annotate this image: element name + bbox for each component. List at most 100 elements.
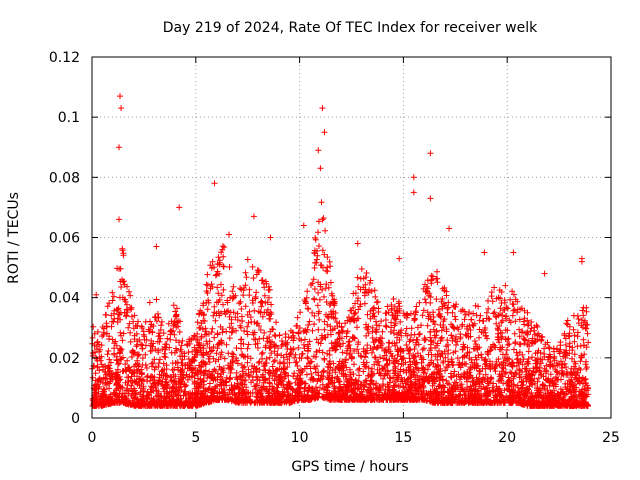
data-point	[433, 296, 440, 303]
data-point	[426, 361, 433, 368]
data-point	[204, 290, 211, 296]
data-point	[234, 310, 241, 317]
data-point	[451, 313, 458, 320]
data-point	[268, 350, 275, 357]
data-point	[240, 292, 247, 299]
data-point	[347, 371, 354, 378]
data-point	[527, 328, 534, 335]
data-point	[185, 349, 192, 356]
data-point	[510, 301, 517, 308]
data-point	[212, 317, 219, 324]
data-point	[536, 364, 543, 371]
data-point	[304, 288, 311, 295]
data-point	[486, 316, 493, 323]
data-point	[229, 295, 236, 302]
data-point	[339, 349, 346, 356]
data-point	[574, 343, 581, 350]
data-point	[292, 359, 299, 366]
data-point	[306, 338, 313, 345]
data-point	[127, 338, 134, 345]
data-point	[502, 362, 509, 369]
data-point	[321, 293, 327, 300]
data-point	[237, 340, 244, 347]
data-point	[438, 335, 444, 342]
data-point	[194, 319, 201, 326]
data-point	[373, 299, 380, 306]
data-point	[258, 298, 265, 305]
data-point	[234, 375, 241, 382]
data-point	[211, 334, 218, 341]
data-point	[244, 359, 251, 366]
data-point	[299, 350, 306, 357]
data-point	[356, 372, 362, 379]
data-point	[133, 343, 140, 350]
data-point	[153, 296, 160, 303]
data-point	[308, 370, 315, 377]
data-point	[374, 298, 381, 305]
data-point	[395, 300, 402, 307]
data-point	[360, 345, 367, 352]
data-point	[354, 274, 361, 281]
data-point	[424, 322, 431, 329]
data-point	[119, 337, 126, 344]
data-point	[453, 342, 459, 348]
data-point	[428, 272, 435, 279]
data-point	[104, 351, 111, 358]
data-point	[310, 276, 317, 283]
data-point	[316, 316, 323, 323]
data-point	[408, 310, 414, 317]
data-point	[314, 378, 321, 385]
data-point	[505, 335, 512, 342]
data-point	[462, 311, 469, 318]
data-point	[424, 366, 431, 373]
data-point	[271, 348, 278, 355]
data-point	[226, 335, 233, 342]
data-point	[214, 330, 221, 337]
data-point	[266, 294, 272, 301]
data-point	[203, 281, 210, 288]
data-point	[580, 312, 587, 319]
data-point	[158, 318, 165, 325]
data-point	[216, 363, 223, 370]
data-point	[460, 343, 467, 350]
data-point	[503, 347, 510, 353]
data-point	[311, 265, 318, 271]
data-point	[325, 284, 332, 291]
data-point	[485, 305, 492, 312]
data-point	[470, 310, 477, 317]
data-point	[238, 306, 245, 312]
data-point	[431, 321, 438, 328]
data-point	[139, 362, 146, 368]
data-point	[240, 364, 247, 371]
data-point	[403, 342, 410, 348]
data-point	[161, 353, 168, 360]
data-point	[90, 323, 97, 330]
data-point	[478, 351, 485, 358]
data-point	[89, 374, 96, 381]
data-point	[512, 318, 519, 325]
data-point	[230, 283, 237, 290]
data-point	[214, 345, 221, 352]
data-point	[221, 244, 228, 251]
data-point	[217, 323, 224, 330]
data-point	[151, 374, 158, 381]
data-point	[459, 321, 466, 328]
data-point	[234, 317, 241, 323]
data-point	[128, 373, 135, 380]
data-point	[204, 306, 211, 313]
data-point	[315, 289, 322, 296]
data-point	[226, 264, 233, 270]
data-point	[218, 349, 225, 356]
data-point	[156, 356, 163, 363]
data-points	[89, 93, 592, 409]
data-point	[296, 335, 303, 342]
data-point	[509, 312, 516, 319]
data-point	[577, 366, 584, 373]
data-point	[148, 321, 155, 328]
data-point	[273, 367, 280, 374]
data-point	[449, 337, 456, 344]
data-point	[209, 325, 216, 332]
data-point	[120, 330, 127, 337]
data-point	[442, 354, 449, 361]
data-point	[356, 365, 363, 372]
